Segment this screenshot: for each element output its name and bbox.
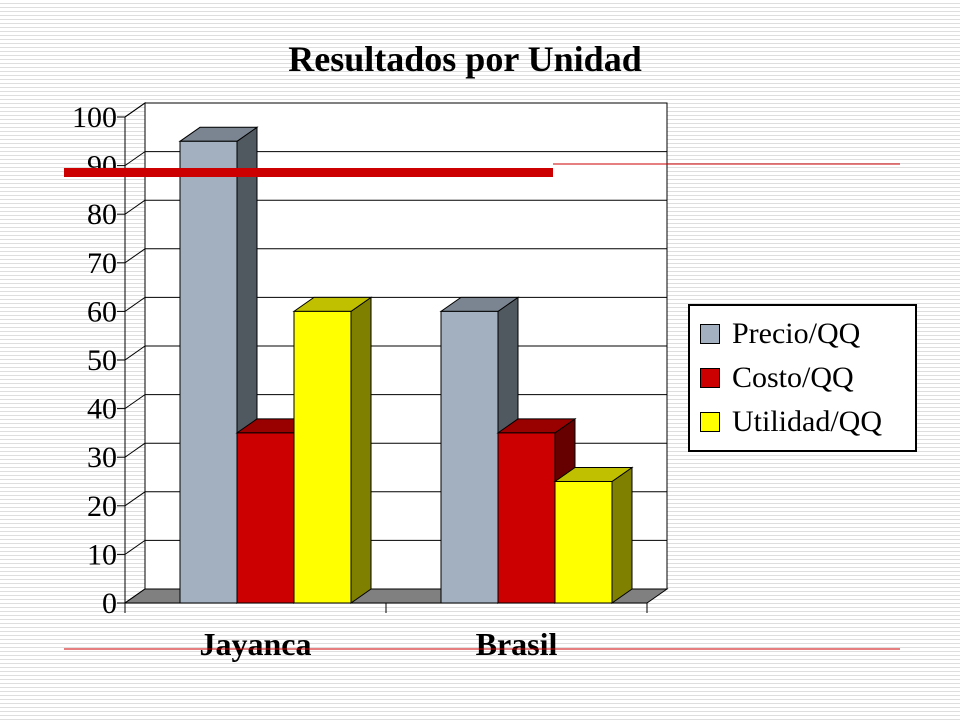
y-tick-label-40: 40 [87, 393, 117, 426]
bar-front-jayanca-costo-qq [236, 432, 295, 604]
bars-layer [178, 126, 634, 604]
bar-side-jayanca-utilidad-qq [350, 296, 372, 604]
y-tick-label-10: 10 [87, 538, 117, 571]
gridline-side-20 [124, 491, 146, 507]
y-tick-label-80: 80 [87, 198, 117, 231]
y-tick-label-0: 0 [102, 587, 117, 620]
legend-label-costo: Costo/QQ [732, 361, 854, 394]
gridline-side-30 [124, 442, 146, 458]
bar-front-brasil-precio-qq [440, 310, 499, 604]
gridline-side-70 [124, 248, 146, 264]
gridline-side-90 [124, 151, 146, 167]
bar-brasil-utilidad-qq [553, 466, 634, 604]
legend-label-precio: Precio/QQ [732, 317, 861, 350]
bar-jayanca-utilidad-qq [292, 296, 373, 604]
bar-front-brasil-utilidad-qq [554, 481, 613, 604]
x-category-label-brasil: Brasil [476, 626, 558, 662]
chart-title: Resultados por Unidad [288, 39, 642, 79]
legend-swatch-costo [700, 368, 720, 388]
legend-item-precio: Precio/QQ [700, 314, 860, 354]
bar-front-jayanca-utilidad-qq [293, 310, 352, 604]
gridline-side-50 [124, 345, 146, 361]
bar-front-brasil-costo-qq [497, 432, 556, 604]
legend-item-costo: Costo/QQ [700, 358, 854, 398]
legend-swatch-utilidad [700, 412, 720, 432]
legend-swatch-precio [700, 324, 720, 344]
gridline-side-40 [124, 394, 146, 410]
y-tick-label-20: 20 [87, 490, 117, 523]
overlay-layer [64, 163, 900, 650]
y-tick-label-30: 30 [87, 441, 117, 474]
legend-label-utilidad: Utilidad/QQ [732, 405, 882, 438]
y-tick-label-90: 90 [87, 150, 117, 183]
gridline-side-10 [124, 539, 146, 555]
y-tick-label-50: 50 [87, 344, 117, 377]
y-tick-label-100: 100 [72, 101, 117, 134]
legend-item-utilidad: Utilidad/QQ [700, 402, 882, 442]
gridline-side-60 [124, 296, 146, 312]
bar-side-brasil-utilidad-qq [611, 466, 633, 604]
bar-front-jayanca-precio-qq [179, 140, 238, 604]
y-tick-label-70: 70 [87, 247, 117, 280]
legend: Precio/QQ Costo/QQ Utilidad/QQ [688, 304, 917, 452]
x-category-label-jayanca: Jayanca [200, 626, 312, 662]
gridline-side-80 [124, 199, 146, 215]
y-tick-label-60: 60 [87, 295, 117, 328]
